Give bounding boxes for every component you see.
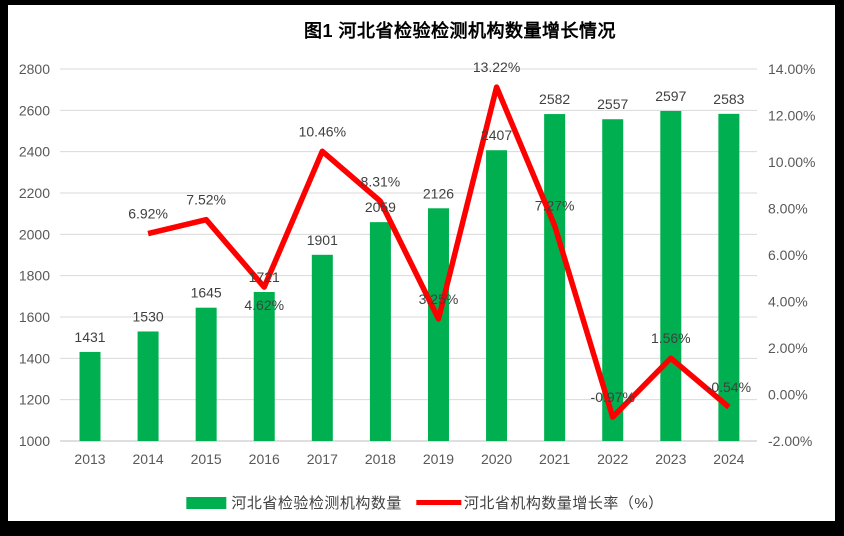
- left-axis-tick-label: 2600: [19, 102, 50, 118]
- chart-title: 图1 河北省检验检测机构数量增长情况: [303, 21, 617, 41]
- left-axis-tick-label: 1000: [19, 433, 50, 449]
- line-point-label: -0.54%: [707, 379, 751, 395]
- legend: 河北省检验检测机构数量 河北省机构数量增长率（%）: [186, 492, 663, 513]
- growth-rate-line: [147, 84, 731, 420]
- bar: [253, 291, 275, 441]
- legend-line-label: 河北省机构数量增长率（%）: [463, 495, 664, 512]
- bar: [311, 254, 333, 441]
- bar-value-label: 1901: [307, 232, 338, 248]
- bar: [544, 114, 566, 441]
- right-axis-tick-label: 8.00%: [768, 201, 808, 217]
- right-axis-tick-label: 2.00%: [768, 340, 808, 356]
- x-axis-category-label: 2017: [307, 451, 338, 467]
- bar-value-label: 2583: [713, 91, 744, 107]
- bar: [369, 222, 391, 441]
- bar-value-label: 1645: [191, 285, 222, 301]
- x-axis-category-label: 2020: [481, 451, 512, 467]
- left-axis-tick-label: 1400: [19, 350, 50, 366]
- bar: [660, 110, 682, 441]
- x-axis-category-label: 2015: [191, 451, 222, 467]
- right-axis-tick-label: 14.00%: [768, 61, 815, 77]
- left-axis-tick-label: 1800: [19, 268, 50, 284]
- bar: [486, 150, 508, 441]
- x-axis-category-label: 2022: [597, 451, 628, 467]
- bar-value-label: 2582: [539, 91, 570, 107]
- bar-value-label: 2407: [481, 127, 512, 143]
- right-axis-tick-label: 6.00%: [768, 247, 808, 263]
- x-axis-category-label: 2023: [655, 451, 686, 467]
- line-point-label: 3.25%: [419, 291, 459, 307]
- bar-value-label: 2126: [423, 185, 454, 201]
- right-axis-tick-label: -2.00%: [768, 433, 812, 449]
- bar-value-label: 2597: [655, 88, 686, 104]
- line-point-label: -0.97%: [591, 389, 635, 405]
- bar-value-label: 2059: [365, 199, 396, 215]
- bar-value-label: 1431: [74, 329, 105, 345]
- bar-value-label: 1530: [133, 308, 164, 324]
- x-axis-category-label: 2024: [713, 451, 744, 467]
- bar-value-label: 2557: [597, 96, 628, 112]
- left-axis-tick-label: 1200: [19, 392, 50, 408]
- bar-value-label: 1721: [249, 269, 280, 285]
- line-point-label: 6.92%: [128, 206, 168, 222]
- legend-bar-label: 河北省检验检测机构数量: [231, 495, 402, 512]
- right-axis-tick-label: 0.00%: [768, 387, 808, 403]
- bar: [195, 307, 217, 441]
- line-point-label: 7.52%: [186, 192, 226, 208]
- bar: [602, 119, 624, 441]
- left-axis-tick-label: 1600: [19, 309, 50, 325]
- right-axis-tick-label: 12.00%: [768, 108, 815, 124]
- x-axis-category-label: 2021: [539, 451, 570, 467]
- legend-line-swatch: [415, 500, 461, 505]
- left-axis-tick-label: 2400: [19, 144, 50, 160]
- line-point-label: 4.62%: [244, 297, 284, 313]
- bar: [427, 208, 449, 441]
- bar: [137, 331, 159, 441]
- left-axis-tick-label: 2200: [19, 185, 50, 201]
- line-point-label: 10.46%: [299, 123, 346, 139]
- x-axis-category-label: 2019: [423, 451, 454, 467]
- line-point-label: 1.56%: [651, 330, 691, 346]
- right-axis-tick-label: 10.00%: [768, 154, 815, 170]
- x-axis-category-label: 2013: [74, 451, 105, 467]
- left-axis-tick-label: 2000: [19, 226, 50, 242]
- x-axis-category-label: 2016: [249, 451, 280, 467]
- line-point-label: 8.31%: [361, 173, 401, 189]
- line-point-label: 13.22%: [473, 59, 520, 75]
- right-axis-tick-label: 4.00%: [768, 294, 808, 310]
- legend-bar-swatch: [186, 496, 227, 509]
- x-axis-category-label: 2018: [365, 451, 396, 467]
- line-point-label: 7.27%: [535, 197, 575, 213]
- x-axis-category-label: 2014: [133, 451, 164, 467]
- bar: [79, 351, 101, 441]
- bar: [718, 113, 740, 441]
- left-axis-tick-label: 2800: [19, 61, 50, 77]
